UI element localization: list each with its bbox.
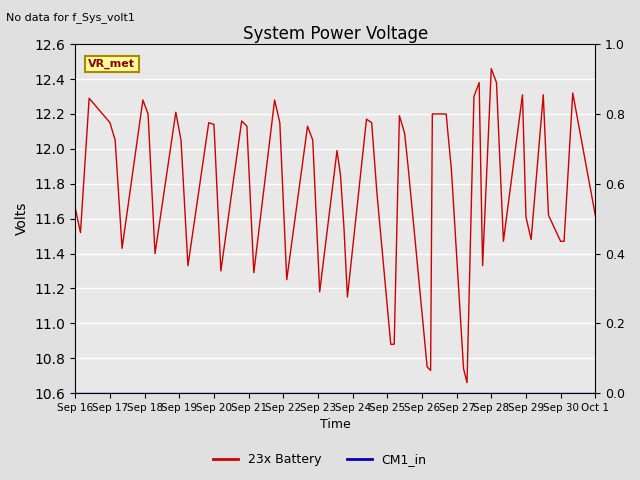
X-axis label: Time: Time (320, 419, 351, 432)
Text: No data for f_Sys_volt1: No data for f_Sys_volt1 (6, 12, 135, 23)
Text: VR_met: VR_met (88, 59, 135, 69)
Title: System Power Voltage: System Power Voltage (243, 24, 428, 43)
Y-axis label: Volts: Volts (15, 202, 29, 235)
Legend: 23x Battery, CM1_in: 23x Battery, CM1_in (208, 448, 432, 471)
